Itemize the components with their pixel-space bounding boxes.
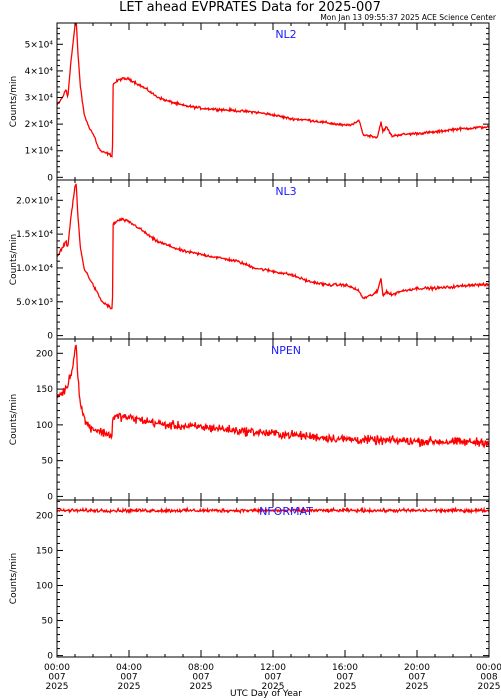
y-tick-label: 50 — [42, 457, 54, 467]
panel-nl3: 0 5.0×10³ 1.0×10⁴ 1.5×10⁴ 2.0×10⁴ Counts/min N… — [9, 179, 490, 342]
y-tick-label: 50 — [42, 617, 54, 627]
x-tick-label: 00:00 — [44, 663, 70, 673]
y-tick-label: 100 — [36, 582, 53, 592]
panel-frame — [56, 22, 490, 181]
series-line-nl3 — [57, 183, 489, 310]
y-tick-label: 0 — [47, 652, 53, 662]
y-tick-label: 1×10⁴ — [25, 147, 54, 157]
y-tick-label: 4×10⁴ — [25, 67, 54, 77]
x-axis-label: UTC Day of Year — [230, 689, 302, 699]
y-tick-label: 5.0×10³ — [16, 298, 53, 308]
x-tick-label: 007 — [408, 673, 425, 683]
x-tick-label: 16:00 — [332, 663, 358, 673]
y-tick-label: 1.5×10⁴ — [16, 230, 53, 240]
y-tick-label: 150 — [36, 546, 53, 556]
x-tick-label: 2025 — [478, 682, 501, 692]
chart-title: LET ahead EVPRATES Data for 2025-007 — [119, 0, 381, 15]
y-tick-label: 3×10⁴ — [25, 94, 54, 104]
x-tick-label: 2025 — [334, 682, 357, 692]
y-axis-label: Counts/min — [9, 234, 19, 285]
y-tick-label: 2.0×10⁴ — [16, 196, 53, 206]
series-line-nl2 — [57, 23, 489, 158]
panel-frame — [56, 499, 490, 658]
y-tick-label: 0 — [47, 332, 53, 342]
x-axis-tick-labels: 00:00007202504:00007202508:00007202512:0… — [44, 663, 501, 692]
series-line-npen — [57, 344, 489, 449]
x-tick-label: 007 — [192, 673, 209, 683]
x-tick-label: 2025 — [262, 682, 285, 692]
y-axis-label: Counts/min — [9, 553, 19, 604]
timestamp: Mon Jan 13 09:55:37 2025 ACE Science Cen… — [320, 13, 497, 22]
y-tick-label: 200 — [36, 349, 53, 359]
panel-name: NFORMAT — [259, 505, 313, 518]
panel-nl2: 0 1×10⁴ 2×10⁴ 3×10⁴ 4×10⁴ 5×10⁴ Counts/min NL2 — [9, 22, 490, 183]
x-tick-label: 12:00 — [260, 663, 286, 673]
y-tick-label: 0 — [47, 492, 53, 502]
y-tick-label: 0 — [47, 173, 53, 183]
panel-name: NL3 — [275, 185, 296, 198]
y-tick-label: 2×10⁴ — [25, 120, 54, 130]
panels: 01×10⁴2×10⁴3×10⁴4×10⁴5×10⁴Counts/minNL20… — [9, 22, 490, 662]
y-tick-label: 150 — [36, 385, 53, 395]
y-tick-label: 5×10⁴ — [25, 40, 54, 50]
panel-name: NPEN — [271, 344, 301, 357]
x-tick-label: 2025 — [406, 682, 429, 692]
x-tick-label: 007 — [120, 673, 137, 683]
x-tick-label: 007 — [48, 673, 65, 683]
y-tick-label: 200 — [36, 511, 53, 521]
y-tick-label: 100 — [36, 421, 53, 431]
x-tick-label: 00:00 — [476, 663, 501, 673]
y-axis-label: Counts/min — [9, 76, 19, 127]
panel-frame — [56, 179, 490, 340]
x-tick-label: 2025 — [190, 682, 213, 692]
series-line-nformat — [57, 506, 489, 515]
x-tick-label: 20:00 — [404, 663, 430, 673]
y-tick-label: 1.0×10⁴ — [16, 264, 53, 274]
x-tick-label: 2025 — [46, 682, 69, 692]
x-tick-label: 008 — [480, 673, 497, 683]
panel-name: NL2 — [275, 28, 296, 41]
x-tick-label: 007 — [264, 673, 281, 683]
x-tick-label: 08:00 — [188, 663, 214, 673]
x-tick-label: 04:00 — [116, 663, 142, 673]
panel-npen: 0 50 100 150 200 Counts/min NPEN — [9, 338, 490, 502]
panel-nformat: 0 50 100 150 200 Counts/min NFORMAT — [9, 499, 490, 662]
x-tick-label: 007 — [336, 673, 353, 683]
x-tick-label: 2025 — [118, 682, 141, 692]
y-axis-label: Counts/min — [9, 394, 19, 445]
